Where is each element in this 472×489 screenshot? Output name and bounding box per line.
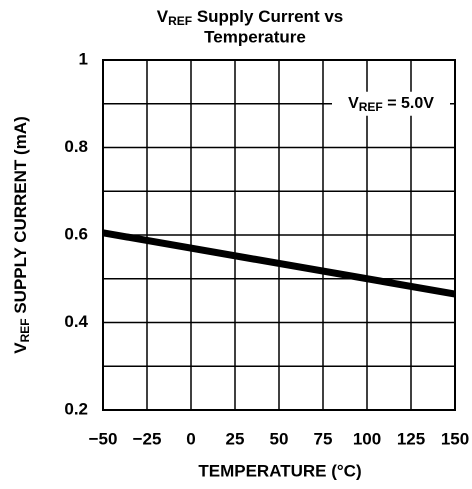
annotation-v: V <box>348 95 359 112</box>
y-tick-label: 0.6 <box>64 224 88 243</box>
data-line <box>102 229 456 298</box>
ylabel-v: V <box>11 342 30 354</box>
x-tick-label: 50 <box>270 429 289 448</box>
ylabel-rest: SUPPLY CURRENT (mA) <box>11 116 30 318</box>
x-tick-label: 125 <box>397 429 425 448</box>
title-sub: REF <box>168 14 192 28</box>
annotation: VREF = 5.0V <box>348 95 434 114</box>
x-tick-label: −50 <box>89 429 118 448</box>
y-tick-label: 0.4 <box>64 312 88 331</box>
y-tick-label: 0.2 <box>64 399 88 418</box>
x-tick-label: 0 <box>186 429 195 448</box>
y-tick-label: 1 <box>79 49 88 68</box>
x-tick-label: 150 <box>441 429 469 448</box>
chart-title: VREF Supply Current vs <box>157 7 343 28</box>
y-axis-label: VREF SUPPLY CURRENT (mA) <box>11 116 32 353</box>
x-tick-label: −25 <box>133 429 162 448</box>
annotation-bg <box>332 91 450 116</box>
x-axis-label: TEMPERATURE (°C) <box>198 461 361 480</box>
x-tick-label: 25 <box>226 429 245 448</box>
title-v: V <box>157 7 169 26</box>
x-tick-label: 100 <box>353 429 381 448</box>
x-tick-label: 75 <box>314 429 333 448</box>
annotation-rest: = 5.0V <box>383 95 434 112</box>
chart-title-line2: Temperature <box>204 27 306 46</box>
annotation-sub: REF <box>359 100 383 114</box>
y-tick-label: 0.8 <box>64 137 88 156</box>
ylabel-sub: REF <box>18 318 32 342</box>
title-rest: Supply Current vs <box>192 7 343 26</box>
